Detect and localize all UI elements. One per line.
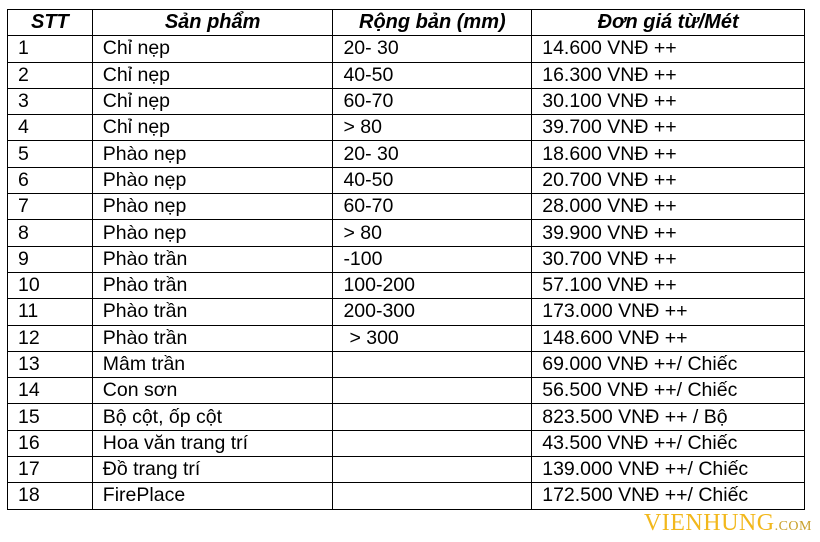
width-cell bbox=[332, 377, 533, 405]
header-stt: STT bbox=[7, 8, 93, 37]
table-row: 1 Chỉ nẹp 20- 30 14.600 VNĐ ++ bbox=[7, 35, 805, 63]
price-cell: 39.700 VNĐ ++ bbox=[531, 114, 805, 142]
table-row: 13 Mâm trần 69.000 VNĐ ++/ Chiếc bbox=[7, 350, 805, 379]
table-row: 5 Phào nẹp 20- 30 18.600 VNĐ ++ bbox=[7, 140, 805, 168]
stt-cell: 8 bbox=[7, 219, 93, 247]
price-cell: 57.100 VNĐ ++ bbox=[531, 271, 805, 300]
price-cell: 39.900 VNĐ ++ bbox=[531, 219, 805, 247]
price-cell: 28.000 VNĐ ++ bbox=[531, 193, 805, 221]
stt-cell: 5 bbox=[7, 140, 93, 168]
product-cell: Phào nẹp bbox=[91, 166, 334, 195]
width-cell: 40-50 bbox=[332, 166, 533, 195]
table-row: 7 Phào nẹp 60-70 28.000 VNĐ ++ bbox=[7, 193, 805, 221]
product-cell: Phào trần bbox=[91, 245, 334, 273]
product-cell: Chỉ nẹp bbox=[91, 35, 334, 63]
width-cell: > 300 bbox=[332, 324, 533, 352]
width-cell: 20- 30 bbox=[332, 140, 533, 168]
price-cell: 56.500 VNĐ ++/ Chiếc bbox=[531, 377, 805, 405]
table-row: 14 Con sơn 56.500 VNĐ ++/ Chiếc bbox=[7, 377, 805, 405]
price-cell: 16.300 VNĐ ++ bbox=[531, 61, 805, 89]
table-row: 3 Chỉ nẹp 60-70 30.100 VNĐ ++ bbox=[7, 87, 805, 116]
stt-cell: 12 bbox=[7, 324, 93, 352]
header-product: Sản phẩm bbox=[91, 8, 334, 37]
table-row: 16 Hoa văn trang trí 43.500 VNĐ ++/ Chiếc bbox=[7, 429, 805, 458]
table-row: 4 Chỉ nẹp > 80 39.700 VNĐ ++ bbox=[7, 114, 805, 142]
price-cell: 43.500 VNĐ ++/ Chiếc bbox=[531, 429, 805, 458]
width-cell: 100-200 bbox=[332, 271, 533, 300]
price-table: STT Sản phẩm Rộng bản (mm) Đơn giá từ/Mé… bbox=[7, 8, 805, 510]
stt-cell: 1 bbox=[7, 35, 93, 63]
table-row: 2 Chỉ nẹp 40-50 16.300 VNĐ ++ bbox=[7, 61, 805, 89]
stt-cell: 7 bbox=[7, 193, 93, 221]
watermark-logo: VIENHUNG.COM bbox=[643, 510, 812, 536]
price-cell: 173.000 VNĐ ++ bbox=[531, 298, 805, 326]
width-cell bbox=[332, 429, 533, 458]
price-cell: 148.600 VNĐ ++ bbox=[531, 324, 805, 352]
stt-cell: 9 bbox=[7, 245, 93, 273]
width-cell bbox=[332, 482, 533, 510]
stt-cell: 4 bbox=[7, 114, 93, 142]
product-cell: Mâm trần bbox=[91, 350, 334, 379]
product-cell: Chỉ nẹp bbox=[91, 87, 334, 116]
product-cell: FirePlace bbox=[91, 482, 334, 510]
product-cell: Con sơn bbox=[91, 377, 334, 405]
stt-cell: 13 bbox=[7, 350, 93, 379]
product-cell: Hoa văn trang trí bbox=[91, 429, 334, 458]
stt-cell: 2 bbox=[7, 61, 93, 89]
product-cell: Phào nẹp bbox=[91, 219, 334, 247]
price-cell: 823.500 VNĐ ++ / Bộ bbox=[531, 403, 805, 431]
width-cell: > 80 bbox=[332, 114, 533, 142]
product-cell: Phào nẹp bbox=[91, 140, 334, 168]
product-cell: Đồ trang trí bbox=[91, 456, 334, 484]
table-row: 15 Bộ cột, ốp cột 823.500 VNĐ ++ / Bộ bbox=[7, 403, 805, 431]
stt-cell: 3 bbox=[7, 87, 93, 116]
table-row: 9 Phào trần -100 30.700 VNĐ ++ bbox=[7, 245, 805, 273]
width-cell bbox=[332, 456, 533, 484]
width-cell: 20- 30 bbox=[332, 35, 533, 63]
product-cell: Chỉ nẹp bbox=[91, 61, 334, 89]
product-cell: Bộ cột, ốp cột bbox=[91, 403, 334, 431]
stt-cell: 11 bbox=[7, 298, 93, 326]
table-row: 18 FirePlace 172.500 VNĐ ++/ Chiếc bbox=[7, 482, 805, 510]
table-row: 12 Phào trần > 300 148.600 VNĐ ++ bbox=[7, 324, 805, 352]
price-cell: 14.600 VNĐ ++ bbox=[531, 35, 805, 63]
price-cell: 30.100 VNĐ ++ bbox=[531, 87, 805, 116]
width-cell bbox=[332, 350, 533, 379]
header-row: STT Sản phẩm Rộng bản (mm) Đơn giá từ/Mé… bbox=[7, 8, 805, 37]
product-cell: Phào trần bbox=[91, 271, 334, 300]
width-cell bbox=[332, 403, 533, 431]
price-cell: 172.500 VNĐ ++/ Chiếc bbox=[531, 482, 805, 510]
stt-cell: 14 bbox=[7, 377, 93, 405]
price-cell: 69.000 VNĐ ++/ Chiếc bbox=[531, 350, 805, 379]
width-cell: 60-70 bbox=[332, 193, 533, 221]
table-row: 10 Phào trần 100-200 57.100 VNĐ ++ bbox=[7, 271, 805, 300]
stt-cell: 6 bbox=[7, 166, 93, 195]
stt-cell: 16 bbox=[7, 429, 93, 458]
product-cell: Phào trần bbox=[91, 298, 334, 326]
header-price: Đơn giá từ/Mét bbox=[531, 8, 805, 37]
width-cell: 40-50 bbox=[332, 61, 533, 89]
table-row: 17 Đồ trang trí 139.000 VNĐ ++/ Chiếc bbox=[7, 456, 805, 484]
price-cell: 18.600 VNĐ ++ bbox=[531, 140, 805, 168]
price-cell: 139.000 VNĐ ++/ Chiếc bbox=[531, 456, 805, 484]
table-row: 11 Phào trần 200-300 173.000 VNĐ ++ bbox=[7, 298, 805, 326]
stt-cell: 17 bbox=[7, 456, 93, 484]
product-cell: Chỉ nẹp bbox=[91, 114, 334, 142]
price-cell: 20.700 VNĐ ++ bbox=[531, 166, 805, 195]
width-cell: 200-300 bbox=[332, 298, 533, 326]
stt-cell: 15 bbox=[7, 403, 93, 431]
price-cell: 30.700 VNĐ ++ bbox=[531, 245, 805, 273]
product-cell: Phào trần bbox=[91, 324, 334, 352]
product-cell: Phào nẹp bbox=[91, 193, 334, 221]
stt-cell: 10 bbox=[7, 271, 93, 300]
width-cell: > 80 bbox=[332, 219, 533, 247]
header-width: Rộng bản (mm) bbox=[332, 8, 533, 37]
width-cell: -100 bbox=[332, 245, 533, 273]
table-row: 8 Phào nẹp > 80 39.900 VNĐ ++ bbox=[7, 219, 805, 247]
stt-cell: 18 bbox=[7, 482, 93, 510]
width-cell: 60-70 bbox=[332, 87, 533, 116]
table-row: 6 Phào nẹp 40-50 20.700 VNĐ ++ bbox=[7, 166, 805, 195]
